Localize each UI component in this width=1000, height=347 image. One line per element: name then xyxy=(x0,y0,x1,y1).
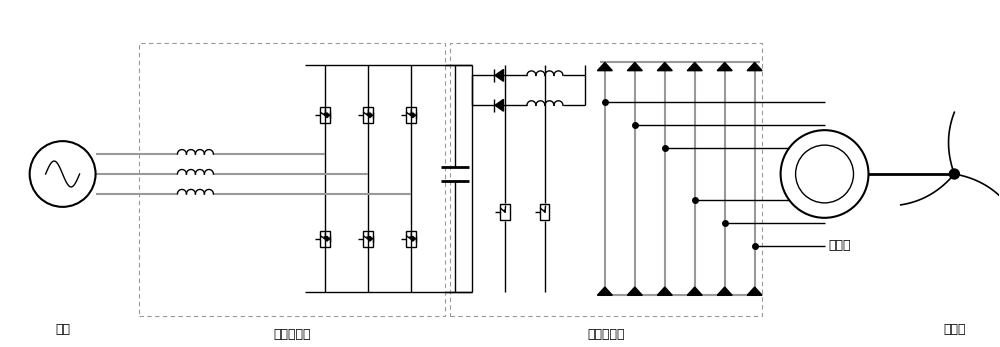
Bar xyxy=(320,107,330,123)
Text: 网侧变流器: 网侧变流器 xyxy=(273,328,311,341)
Bar xyxy=(500,204,510,220)
Polygon shape xyxy=(597,287,612,295)
Polygon shape xyxy=(495,99,503,111)
Polygon shape xyxy=(413,113,416,118)
Polygon shape xyxy=(687,287,702,295)
Bar xyxy=(540,204,549,220)
Bar xyxy=(406,107,416,123)
Bar xyxy=(450,43,762,316)
Circle shape xyxy=(949,169,959,179)
Polygon shape xyxy=(327,236,330,241)
Polygon shape xyxy=(413,236,416,241)
Polygon shape xyxy=(657,287,672,295)
Polygon shape xyxy=(327,113,330,118)
Polygon shape xyxy=(687,62,702,71)
Polygon shape xyxy=(370,113,373,118)
Polygon shape xyxy=(717,287,732,295)
Text: 风轮机: 风轮机 xyxy=(943,323,966,336)
Bar xyxy=(406,231,416,247)
Text: 发电机: 发电机 xyxy=(828,239,851,252)
Polygon shape xyxy=(597,62,612,71)
Bar xyxy=(139,43,445,316)
Bar xyxy=(363,107,373,123)
Polygon shape xyxy=(370,236,373,241)
Polygon shape xyxy=(495,69,503,81)
Text: 机侧变流器: 机侧变流器 xyxy=(587,328,625,341)
Polygon shape xyxy=(717,62,732,71)
Bar xyxy=(363,231,373,247)
Polygon shape xyxy=(657,62,672,71)
Polygon shape xyxy=(627,287,642,295)
Polygon shape xyxy=(627,62,642,71)
Polygon shape xyxy=(747,287,762,295)
Bar xyxy=(320,231,330,247)
Polygon shape xyxy=(747,62,762,71)
Text: 电网: 电网 xyxy=(55,323,70,336)
